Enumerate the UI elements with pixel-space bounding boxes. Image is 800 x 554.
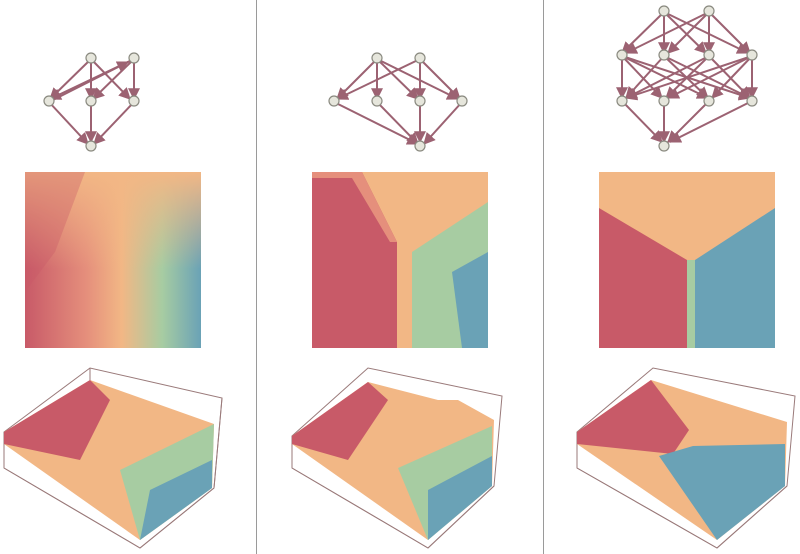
heatmap-2 xyxy=(312,172,488,348)
dag-graph-3-nodes xyxy=(616,5,758,152)
dag-graph-1-nodes xyxy=(43,52,140,152)
heatmap-3 xyxy=(599,172,775,348)
surface-plot-2 xyxy=(291,367,503,549)
dag-graph-3 xyxy=(616,11,758,144)
dag-graph-1 xyxy=(48,58,140,145)
heatmap-1 xyxy=(25,172,201,348)
surface-plot-3 xyxy=(576,367,796,549)
dag-graph-2-nodes xyxy=(328,52,468,152)
panel-divider-1 xyxy=(256,0,257,554)
panel-divider-2 xyxy=(543,0,544,554)
dag-graph-2 xyxy=(333,58,463,145)
surface-plot-1 xyxy=(3,367,223,549)
